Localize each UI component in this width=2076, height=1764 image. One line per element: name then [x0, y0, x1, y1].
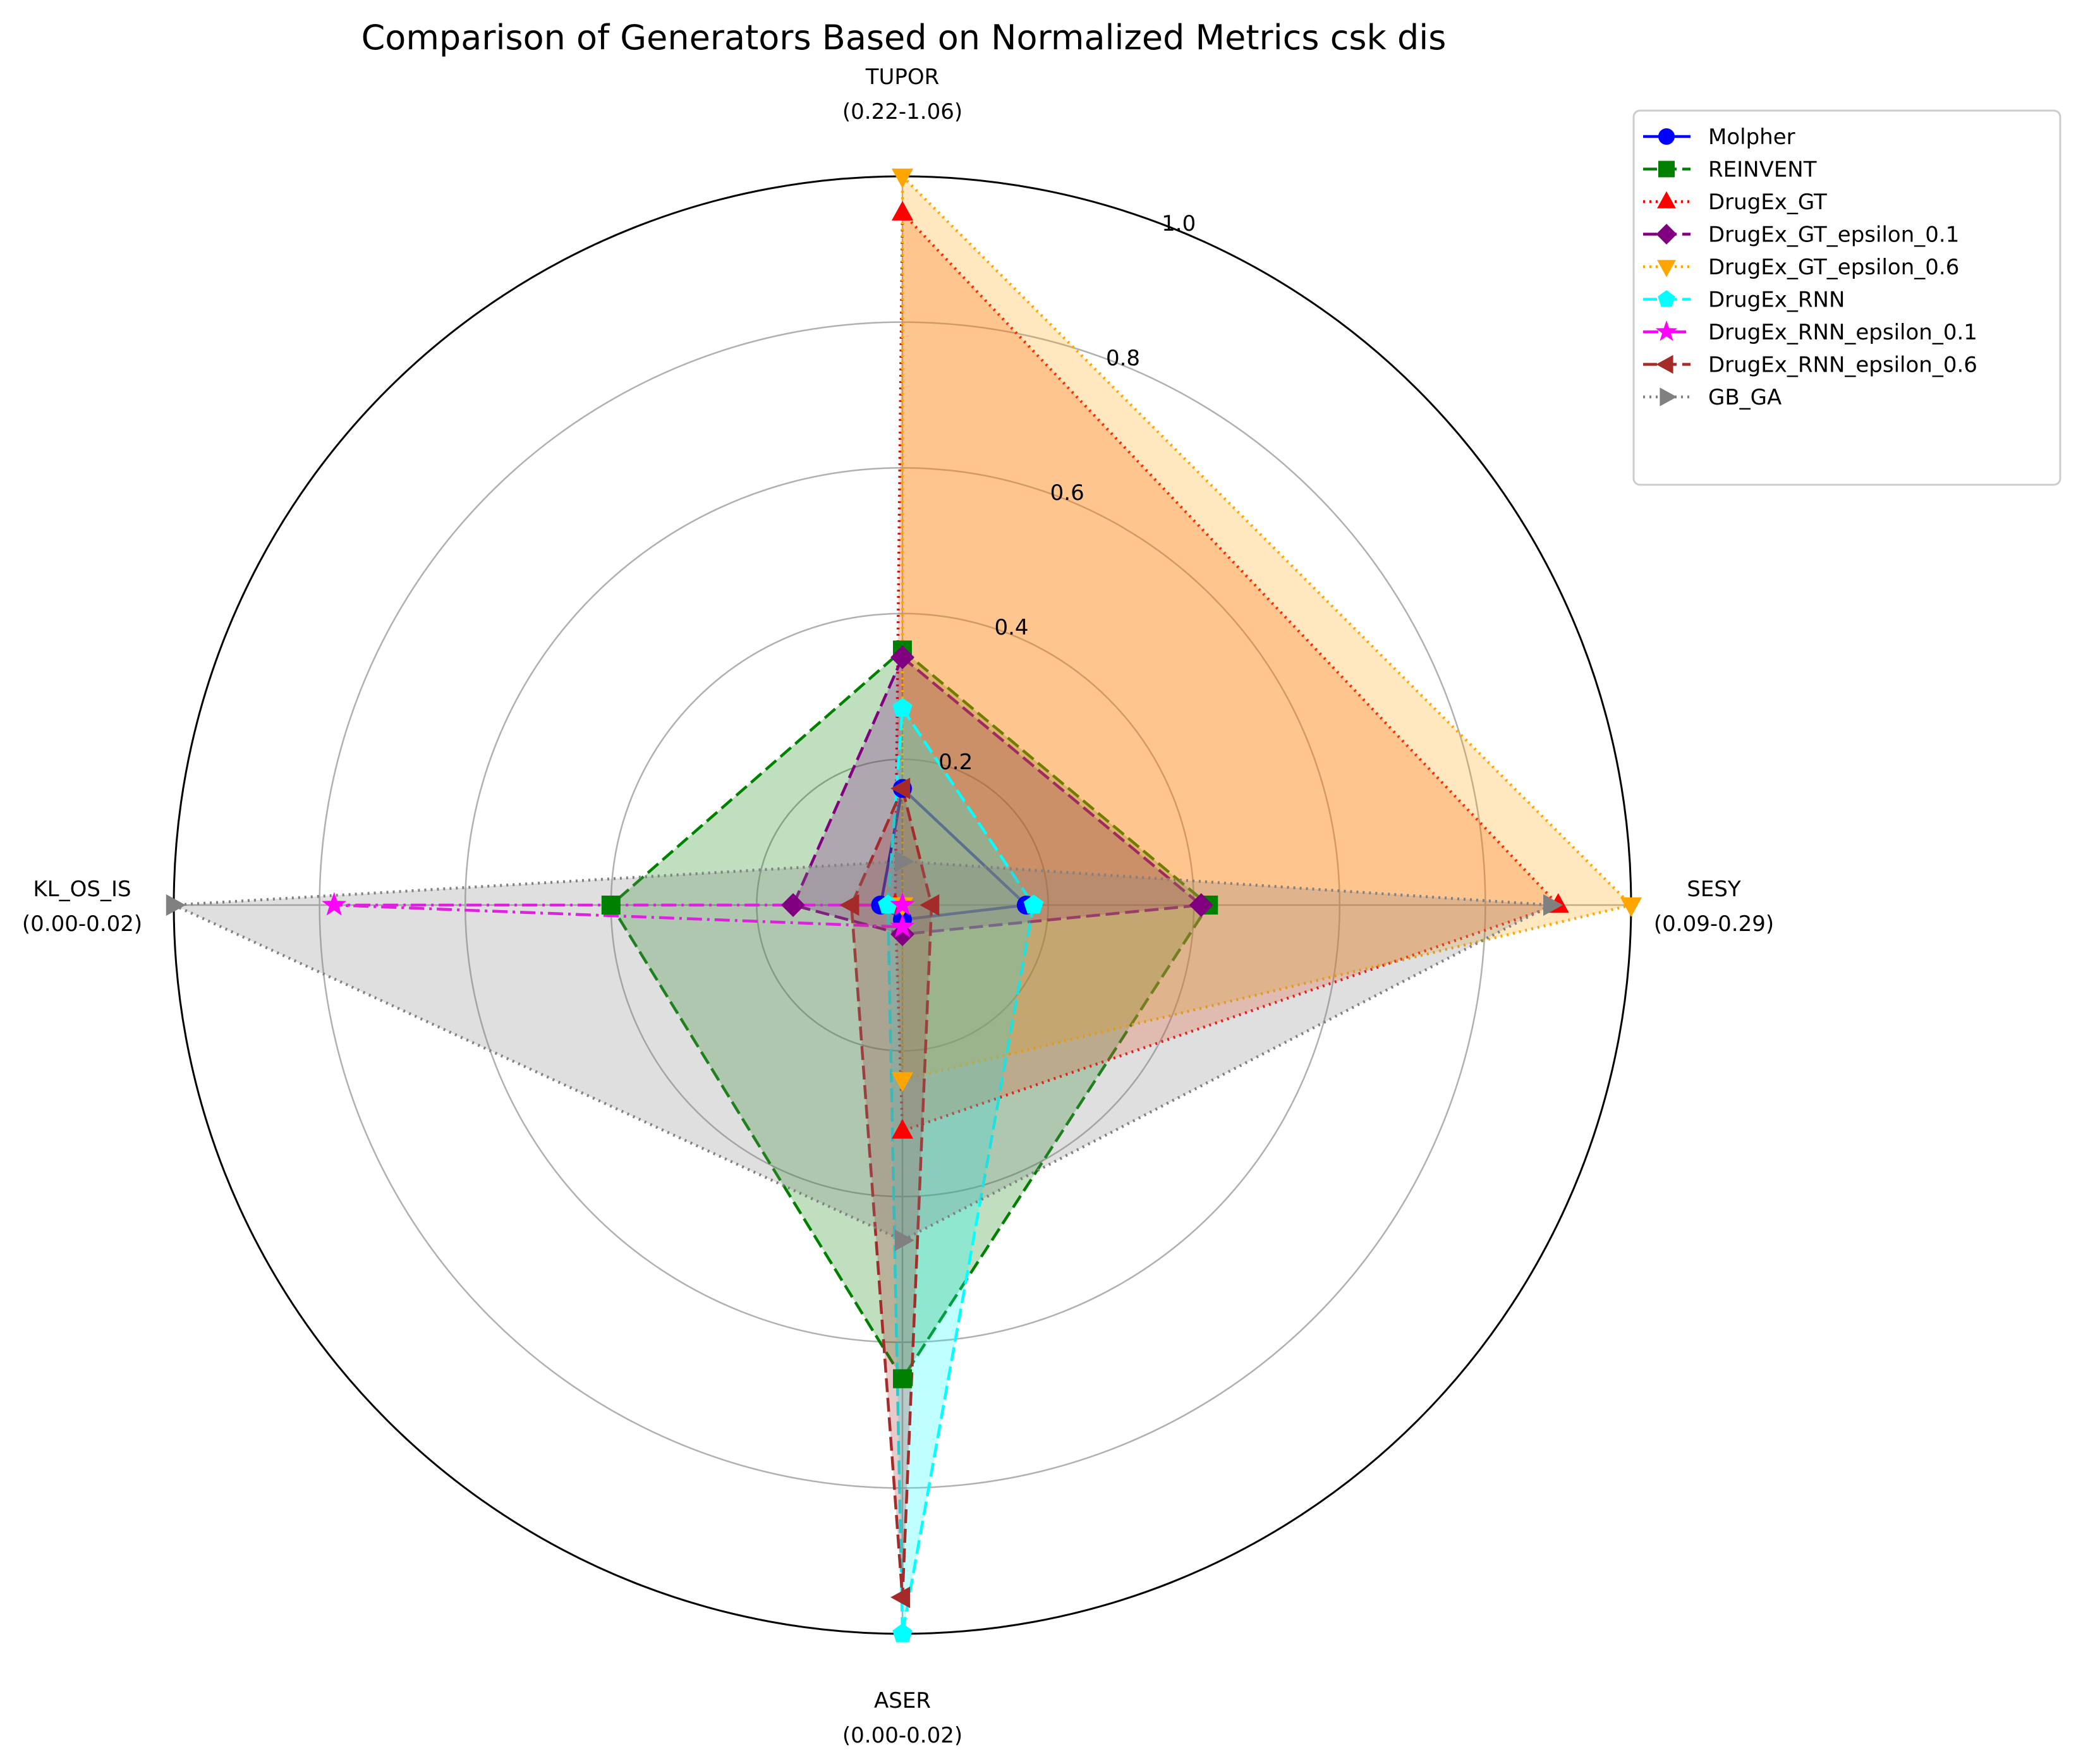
data-point	[890, 1586, 911, 1609]
legend-marker	[1660, 387, 1677, 406]
axis-label-aser: ASER (0.00-0.02)	[842, 1688, 962, 1748]
legend-item-drugex-rnn-epsilon-0-6: DrugEx_RNN_epsilon_0.6	[1643, 353, 1977, 378]
data-point	[1189, 893, 1213, 917]
radial-tick-label: 0.4	[994, 615, 1028, 640]
legend-marker	[1658, 161, 1675, 178]
data-point	[891, 1072, 914, 1092]
data-point	[1620, 897, 1642, 917]
axis-label-sesy: SESY (0.09-0.29)	[1654, 877, 1774, 937]
axis-range: (0.09-0.29)	[1654, 911, 1774, 937]
data-point	[890, 892, 915, 916]
legend-item-drugex-rnn: DrugEx_RNN	[1643, 288, 1845, 313]
data-point	[894, 1229, 914, 1251]
data-point	[878, 894, 898, 914]
legend-marker	[1658, 128, 1675, 145]
legend-item-drugex-rnn-epsilon-0-1: DrugEx_RNN_epsilon_0.1	[1643, 320, 1977, 345]
data-point	[920, 894, 940, 916]
data-point	[781, 893, 805, 917]
data-point	[891, 168, 914, 188]
series-layer	[172, 174, 1633, 1636]
radial-tick-label: 0.6	[1050, 480, 1084, 506]
series-line	[886, 707, 1035, 1636]
legend-marker	[1657, 191, 1676, 209]
data-point	[601, 896, 621, 915]
data-point	[166, 894, 186, 916]
data-point	[894, 850, 914, 872]
data-point	[890, 914, 915, 938]
legend-label: REINVENT	[1708, 157, 1817, 183]
series-fill	[174, 861, 1551, 1241]
radial-tick-label: 1.0	[1162, 211, 1196, 236]
legend: Molpher REINVENT DrugEx_GT DrugEx_GT_epsilo…	[1632, 109, 2061, 486]
data-point	[1543, 894, 1563, 916]
legend-marker	[1657, 260, 1676, 277]
data-point	[839, 894, 859, 916]
data-point	[891, 200, 914, 221]
legend-label: DrugEx_GT_epsilon_0.1	[1708, 222, 1959, 248]
legend-label: DrugEx_RNN_epsilon_0.6	[1708, 353, 1977, 378]
legend-label: Molpher	[1708, 125, 1795, 150]
radial-tick-label: 0.2	[938, 750, 973, 775]
radial-tick-label: 0.8	[1106, 346, 1140, 371]
axis-label-kl-os-is: KL_OS_IS (0.00-0.02)	[22, 877, 142, 937]
legend-label: GB_GA	[1708, 385, 1782, 410]
axis-range: (0.00-0.02)	[842, 1723, 962, 1748]
data-point	[892, 1623, 913, 1643]
legend-label: DrugEx_RNN_epsilon_0.1	[1708, 320, 1977, 345]
axis-range: (0.00-0.02)	[22, 911, 142, 937]
data-point	[322, 892, 347, 916]
legend-item-gb-ga: GB_GA	[1643, 385, 1782, 410]
legend-label: DrugEx_GT_epsilon_0.6	[1708, 255, 1959, 280]
series-fill	[851, 788, 932, 1598]
legend-item-molpher: Molpher	[1643, 125, 1795, 150]
legend-marker	[1656, 355, 1673, 374]
axis-name: ASER	[874, 1688, 931, 1713]
legend-item-reinvent: REINVENT	[1643, 157, 1817, 183]
axis-name: TUPOR	[865, 64, 940, 90]
axis-name: SESY	[1687, 877, 1741, 902]
data-point	[891, 1119, 914, 1139]
marker-layer	[166, 168, 1642, 1643]
legend-items: Molpher REINVENT DrugEx_GT DrugEx_GT_epsilo…	[1643, 125, 1977, 410]
legend-item-drugex-gt-epsilon-0-1: DrugEx_GT_epsilon_0.1	[1643, 222, 1959, 248]
data-point	[890, 777, 911, 800]
chart-title: Comparison of Generators Based on Normal…	[361, 18, 1447, 58]
data-point	[890, 922, 914, 947]
series-drugex-gt-epsilon-0-6	[901, 174, 1633, 1081]
axis-label-tupor: TUPOR (0.22-1.06)	[842, 64, 962, 125]
legend-marker	[1656, 224, 1677, 245]
legend-marker	[1658, 290, 1675, 307]
legend-label: DrugEx_GT	[1708, 190, 1827, 215]
data-point	[893, 1369, 912, 1389]
data-point	[892, 698, 913, 717]
series-drugex-rnn	[886, 707, 1035, 1636]
radial-tick-labels: 0.2 0.4 0.6 0.8 1.0	[938, 211, 1196, 775]
series-fill	[610, 650, 1209, 1379]
legend-label: DrugEx_RNN	[1708, 288, 1845, 313]
series-gb-ga	[172, 860, 1553, 1242]
axis-name: KL_OS_IS	[33, 877, 131, 902]
series-drugex-gt	[894, 211, 1560, 1133]
data-point	[1023, 894, 1044, 914]
series-fill	[887, 708, 1034, 1634]
series-fill	[902, 176, 1631, 1080]
legend-item-drugex-gt-epsilon-0-6: DrugEx_GT_epsilon_0.6	[1643, 255, 1959, 280]
legend-item-drugex-gt: DrugEx_GT	[1643, 190, 1827, 215]
axis-range: (0.22-1.06)	[842, 99, 962, 125]
legend-frame	[1632, 109, 2061, 486]
series-fill	[895, 212, 1558, 1131]
data-point	[890, 645, 914, 669]
legend-marker	[1655, 320, 1678, 341]
